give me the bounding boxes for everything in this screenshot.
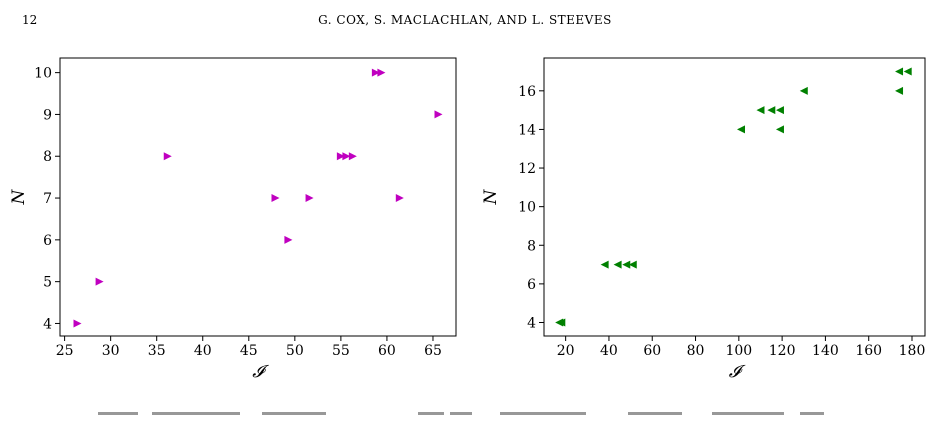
x-tick-label: 40: [194, 343, 212, 359]
y-tick-label: 10: [518, 200, 536, 216]
data-point: [736, 125, 745, 134]
x-tick-label: 180: [899, 343, 926, 359]
data-point: [622, 260, 631, 269]
y-tick-label: 14: [518, 122, 536, 138]
x-tick-label: 50: [286, 343, 304, 359]
y-axis-label: N: [481, 188, 501, 205]
data-point: [163, 152, 172, 161]
data-point: [775, 125, 784, 134]
data-point: [895, 86, 904, 95]
y-tick-label: 6: [527, 277, 536, 293]
y-tick-label: 8: [43, 149, 52, 165]
x-tick-label: 60: [643, 343, 661, 359]
x-tick-label: 40: [600, 343, 618, 359]
page-number: 12: [22, 13, 38, 27]
y-tick-label: 5: [43, 275, 52, 291]
data-point: [767, 106, 776, 115]
x-tick-label: 65: [424, 343, 442, 359]
x-tick-label: 25: [56, 343, 74, 359]
data-point: [377, 68, 386, 77]
plot-frame: [59, 57, 457, 337]
caption-fragment: [800, 412, 824, 415]
data-point: [756, 106, 765, 115]
caption-fragment: [450, 412, 472, 415]
x-tick-label: 35: [148, 343, 166, 359]
x-tick-label: 100: [725, 343, 752, 359]
x-tick-label: 140: [812, 343, 839, 359]
y-tick-label: 16: [518, 84, 536, 100]
x-axis-label: 𝓘: [252, 362, 269, 382]
data-point: [799, 86, 808, 95]
scatter-plot-right: 20 40 60 80 100 120 140 160 180 4 6 8 10 12 14 16 𝓘 N: [466, 48, 930, 392]
y-tick-label: 7: [43, 191, 52, 207]
x-tick-label: 45: [240, 343, 258, 359]
data-point: [284, 235, 293, 244]
caption-fragment: [152, 412, 240, 415]
caption-fragment: [98, 412, 138, 415]
y-tick-label: 4: [527, 315, 536, 331]
y-tick-label: 6: [43, 233, 52, 249]
y-tick-label: 10: [34, 66, 52, 82]
data-point: [895, 67, 904, 76]
data-point: [336, 152, 345, 161]
data-point: [775, 106, 784, 115]
data-point: [371, 68, 380, 77]
data-point: [600, 260, 609, 269]
scatter-plot-left: 25 30 35 40 45 50 55 60 65 4 5 6 7 8 9 10 𝓘 N: [0, 48, 460, 392]
y-tick-label: 8: [527, 238, 536, 254]
data-point: [613, 260, 622, 269]
caption-fragment: [500, 412, 586, 415]
data-point: [95, 277, 104, 286]
caption-fragment: [712, 412, 784, 415]
caption-fragment: [418, 412, 444, 415]
data-point: [271, 194, 280, 203]
data-point: [628, 260, 637, 269]
cropped-caption-line: [0, 408, 930, 422]
data-point: [557, 318, 566, 327]
x-tick-label: 60: [378, 343, 396, 359]
data-point: [342, 152, 351, 161]
data-point: [73, 319, 82, 328]
x-tick-label: 80: [687, 343, 705, 359]
x-tick-label: 55: [332, 343, 350, 359]
caption-fragment: [262, 412, 326, 415]
data-point: [395, 194, 404, 203]
plot-frame: [543, 57, 926, 337]
data-point: [434, 110, 443, 119]
x-tick-label: 160: [855, 343, 882, 359]
running-head: G. COX, S. MACLACHLAN, AND L. STEEVES: [318, 13, 612, 27]
scatter-plot-right-svg: 20 40 60 80 100 120 140 160 180 4 6 8 10 12 14 16 𝓘 N: [481, 57, 926, 382]
x-tick-label: 30: [102, 343, 120, 359]
x-tick-label: 20: [557, 343, 575, 359]
caption-fragment: [628, 412, 682, 415]
y-tick-label: 12: [518, 161, 536, 177]
data-point: [903, 67, 912, 76]
y-tick-label: 9: [43, 107, 52, 123]
x-tick-label: 120: [769, 343, 796, 359]
y-tick-label: 4: [43, 316, 52, 332]
data-point: [305, 194, 314, 203]
y-axis-label: N: [9, 188, 29, 205]
x-axis-label: 𝓘: [729, 362, 746, 382]
data-point: [348, 152, 357, 161]
